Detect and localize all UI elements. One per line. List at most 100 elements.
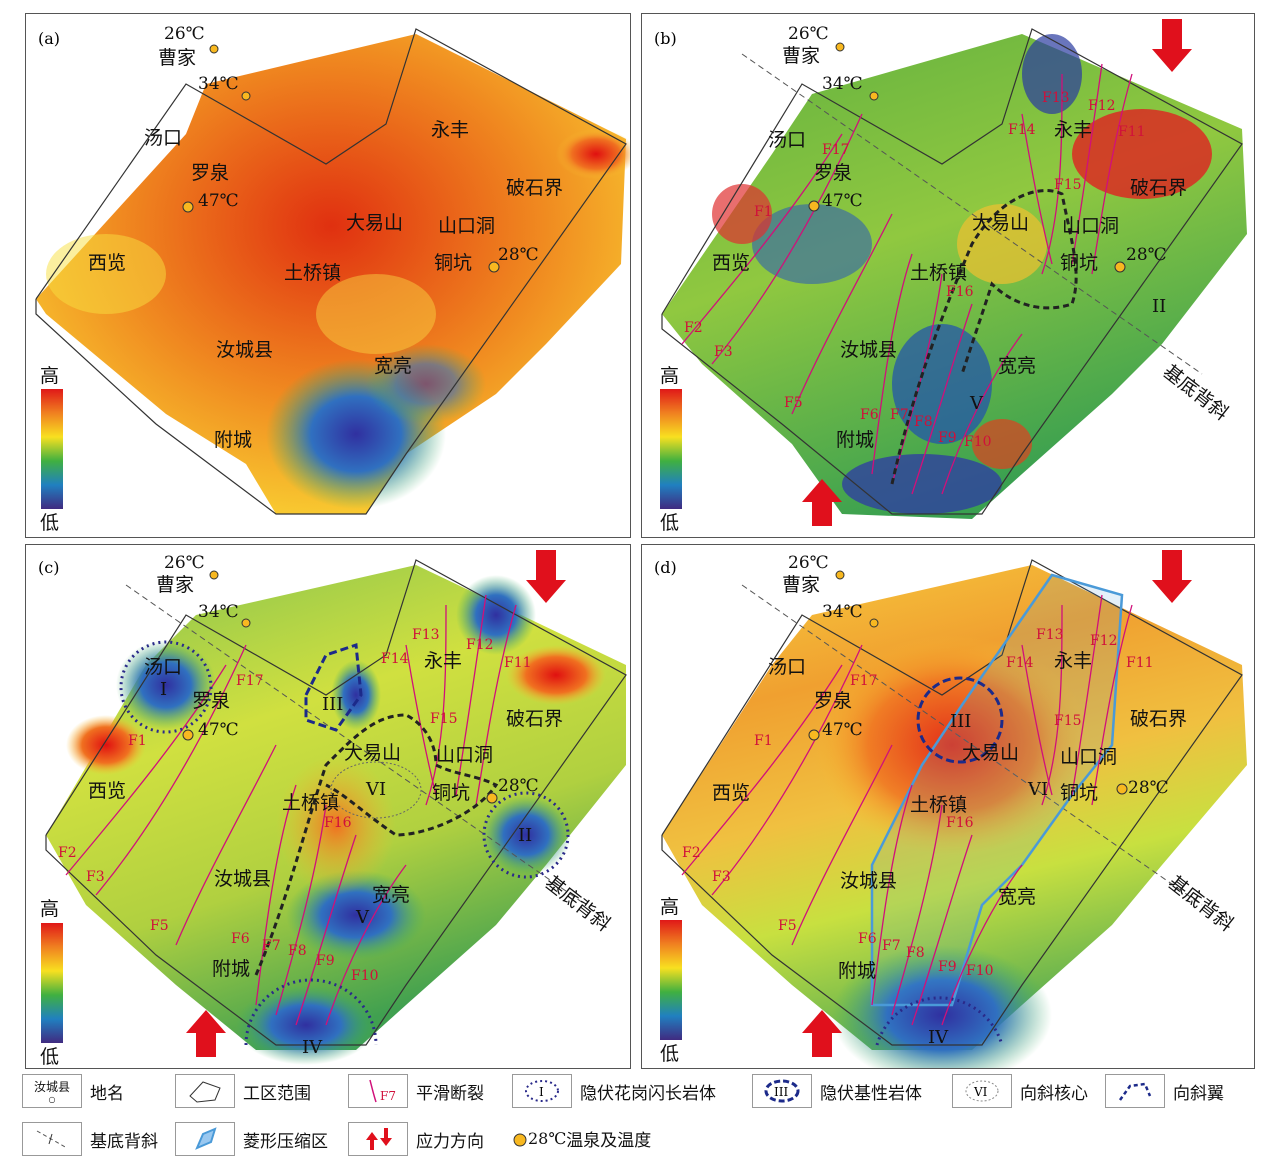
basic-body-III [916, 676, 1004, 764]
stress-arrow-up [802, 1010, 842, 1057]
place-label: 永丰 [1054, 119, 1092, 141]
svg-text:F7: F7 [380, 1089, 396, 1103]
temp-label: 47℃ [198, 191, 239, 211]
legend-anticline-label: 基底背斜 [90, 1131, 158, 1152]
anticline-axis [741, 53, 1203, 375]
map-d: 高 低 (d) 26℃ 曹家 34℃ 汤口 罗泉 47℃ 永丰 破石界 大易山 … [654, 550, 1247, 1068]
stress-arrow-down [526, 550, 566, 603]
colorbar: 高 低 [660, 896, 682, 1065]
panel-c: 高 低 (c) 26℃ 曹家 34℃ 汤口 罗泉 47℃ 永丰 破石界 大易山 … [25, 544, 631, 1069]
fault-label: F10 [351, 968, 379, 984]
place-label: 宽亮 [372, 884, 410, 906]
place-label: 铜坑 [434, 252, 472, 274]
place-label: 罗泉 [814, 162, 852, 184]
legend-fault-symbol: F7 [348, 1074, 408, 1108]
place-label: 附城 [214, 429, 252, 451]
syncline-core-VI [330, 761, 422, 819]
fault-label: F1 [754, 733, 773, 749]
fault-label: F9 [938, 430, 957, 446]
stress-arrow-down [1152, 19, 1192, 72]
panel-label: (b) [654, 29, 677, 48]
temp-label: 26℃ [164, 24, 205, 44]
temp-label: 47℃ [198, 720, 239, 740]
fault-label: F2 [682, 845, 701, 861]
fault-lines [681, 63, 1133, 495]
fault-label: F14 [1006, 655, 1034, 671]
place-label: 汝城县 [840, 339, 897, 361]
fault-label: F5 [778, 918, 797, 934]
anticline-axis [125, 584, 587, 906]
place-label: 汝城县 [214, 868, 271, 890]
temp-label: 28℃ [498, 776, 539, 796]
place-label: 破石界 [506, 177, 563, 199]
place-label: 西览 [712, 252, 750, 274]
hot-spring-icon [486, 792, 498, 804]
fault-label: F17 [822, 142, 850, 158]
granite-body-I [119, 640, 213, 734]
colorbar-high: 高 [660, 365, 679, 387]
fault-label: F12 [1088, 98, 1116, 114]
place-label: 土桥镇 [910, 794, 967, 816]
place-label: 大易山 [962, 742, 1019, 764]
rhombus-compression-zone [870, 573, 1124, 1007]
colorbar: 高 低 [40, 365, 63, 534]
fault-label: F16 [946, 815, 974, 831]
legend-area-symbol [175, 1074, 235, 1108]
colorbar-low: 低 [40, 512, 59, 534]
place-label: 宽亮 [998, 886, 1036, 908]
place-label: 汝城县 [840, 870, 897, 892]
hot-spring-icon [1114, 261, 1126, 273]
map-a: 高 低 (a) 26℃ 曹家 34℃ 汤口 罗泉 47℃ 永丰 破石界 大易山 … [35, 24, 630, 534]
temp-label: 34℃ [822, 74, 863, 94]
zone-label: V [355, 907, 370, 928]
place-label: 附城 [838, 960, 876, 982]
panel-d: 高 低 (d) 26℃ 曹家 34℃ 汤口 罗泉 47℃ 永丰 破石界 大易山 … [641, 544, 1255, 1069]
fault-label: F9 [316, 953, 335, 969]
legend-syncline-symbol: VI [952, 1074, 1012, 1108]
place-label: 汤口 [144, 656, 182, 678]
fault-label: F14 [381, 651, 409, 667]
colorbar-low: 低 [40, 1046, 59, 1068]
map-c: 高 低 (c) 26℃ 曹家 34℃ 汤口 罗泉 47℃ 永丰 破石界 大易山 … [38, 550, 627, 1068]
hot-spring-icon [835, 42, 845, 52]
place-label: 汝城县 [216, 339, 273, 361]
place-label: 永丰 [424, 650, 462, 672]
legend-spring-label: 温泉及温度 [566, 1130, 652, 1151]
legend-stress-symbol [348, 1122, 408, 1156]
fault-label: F5 [150, 918, 169, 934]
colorbar-high: 高 [40, 365, 59, 387]
work-area-boundary [45, 559, 627, 1046]
temp-label: 26℃ [164, 553, 205, 573]
place-label: 铜坑 [1060, 252, 1098, 274]
panel-b: 高 低 (b) 26℃ 曹家 34℃ 汤口 罗泉 47℃ 永丰 破石界 大易山 … [641, 13, 1255, 538]
place-label: 宽亮 [998, 355, 1036, 377]
stress-arrow-up [186, 1010, 226, 1057]
legend-stress-label: 应力方向 [416, 1131, 484, 1152]
legend-granite-label: 隐伏花岗闪长岩体 [580, 1083, 716, 1104]
fault-label: F15 [1054, 177, 1082, 193]
fault-label: F17 [236, 673, 264, 689]
place-label: 山口洞 [438, 215, 495, 237]
legend-basic-label: 隐伏基性岩体 [820, 1083, 922, 1104]
hot-spring-icon [241, 618, 251, 628]
place-label: 永丰 [1054, 650, 1092, 672]
legend-granite: I 隐伏花岗闪长岩体 [512, 1074, 716, 1108]
fault-label: F10 [966, 963, 994, 979]
fault-lines [681, 594, 1133, 1026]
colorbar: 高 低 [40, 898, 63, 1068]
place-label: 大易山 [344, 742, 401, 764]
colorbar-high: 高 [660, 896, 679, 918]
hot-spring-icon [488, 261, 500, 273]
fault-label: F17 [850, 673, 878, 689]
panel-label: (a) [38, 29, 60, 48]
zone-label: IV [302, 1037, 323, 1058]
legend-basic-symbol: III [752, 1074, 812, 1108]
fault-label: F16 [946, 284, 974, 300]
place-label: 汤口 [768, 129, 806, 151]
panel-label: (d) [654, 558, 677, 577]
legend-fault: F7 平滑断裂 [348, 1074, 484, 1108]
colorbar-high: 高 [40, 898, 59, 920]
fault-label: F11 [504, 655, 532, 671]
zone-label: III [950, 711, 971, 732]
fault-label: F3 [86, 869, 105, 885]
